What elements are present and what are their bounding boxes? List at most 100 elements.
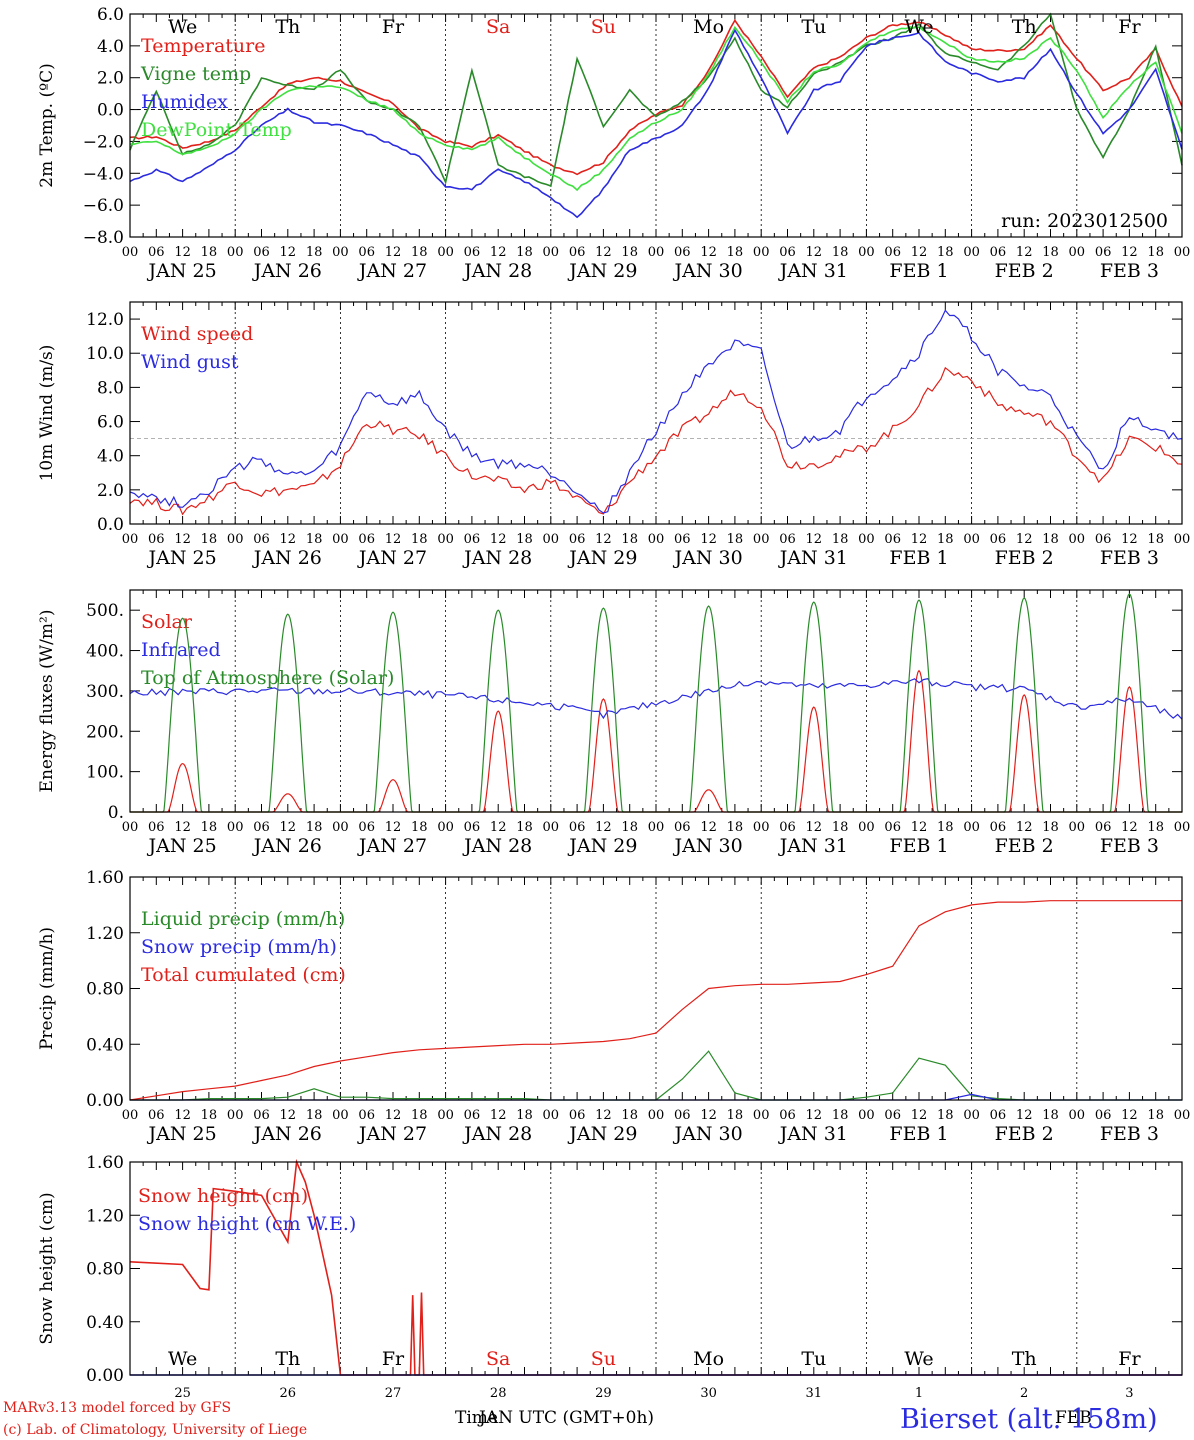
hour-tick-label: 00 xyxy=(122,532,139,547)
weekday-label: We xyxy=(168,1348,197,1370)
hour-tick-label: 00 xyxy=(332,245,349,260)
hour-tick-label: 12 xyxy=(1121,245,1138,260)
hour-tick-label: 18 xyxy=(516,820,533,835)
weekday-label: Su xyxy=(591,16,616,38)
series-line-total-cumulated-cm- xyxy=(129,900,1182,1101)
legend-entry: Wind speed xyxy=(141,323,253,345)
date-label: JAN 28 xyxy=(462,260,532,282)
y-axis-label: Energy fluxes (W/m²) xyxy=(37,610,57,793)
hour-tick-label: 06 xyxy=(1095,1108,1112,1123)
hour-tick-label: 12 xyxy=(911,820,928,835)
panel-frame xyxy=(129,589,1183,813)
weekday-label: Tu xyxy=(801,16,826,38)
y-tick-label: 300. xyxy=(86,682,124,702)
hour-tick-label: 18 xyxy=(1042,1108,1059,1123)
panel-2: 12.0 10.0 8.0 6.0 4.0 2.0 0.0 10m Wind (m/s) Win… xyxy=(37,301,1190,569)
hour-tick-label: 12 xyxy=(490,245,507,260)
hour-tick-label: 00 xyxy=(332,532,349,547)
hour-tick-label: 00 xyxy=(543,1108,560,1123)
hour-tick-label: 12 xyxy=(490,1108,507,1123)
date-label: JAN 29 xyxy=(567,835,637,857)
hour-tick-label: 12 xyxy=(490,532,507,547)
hour-tick-label: 18 xyxy=(411,1108,428,1123)
weekday-label: Fr xyxy=(1118,16,1141,38)
y-tick-label: 0.40 xyxy=(86,1035,124,1055)
y-tick-label: −2.0 xyxy=(83,132,124,152)
hour-tick-label: 06 xyxy=(253,245,270,260)
y-axis-label: 2m Temp. (ºC) xyxy=(37,63,57,188)
y-tick-label: 100. xyxy=(86,763,124,783)
day-number-label: 2 xyxy=(1020,1386,1028,1401)
panel-3: 500. 400. 300. 200. 100. 0. Energy fluxes (W/m… xyxy=(37,589,1190,857)
hour-tick-label: 12 xyxy=(385,245,402,260)
hour-tick-label: 12 xyxy=(700,532,717,547)
date-label: JAN 31 xyxy=(778,547,848,569)
station-name: Bierset (alt. 158m) xyxy=(900,1404,1158,1435)
date-label: JAN 30 xyxy=(673,547,743,569)
hour-tick-label: 18 xyxy=(306,532,323,547)
hour-tick-label: 06 xyxy=(464,820,481,835)
hour-tick-label: 06 xyxy=(779,532,796,547)
hour-tick-label: 12 xyxy=(806,532,823,547)
date-label: FEB 1 xyxy=(889,835,948,857)
weekday-label: We xyxy=(168,16,197,38)
y-tick-label: 0.00 xyxy=(86,1366,124,1386)
hour-tick-label: 12 xyxy=(595,820,612,835)
hour-tick-label: 00 xyxy=(858,245,875,260)
hour-tick-label: 06 xyxy=(884,1108,901,1123)
panel-frame xyxy=(129,876,1183,1101)
hour-tick-label: 06 xyxy=(674,532,691,547)
legend-entry: Humidex xyxy=(141,91,228,113)
hour-tick-label: 00 xyxy=(1174,1108,1191,1123)
date-label: FEB 3 xyxy=(1100,835,1159,857)
weekday-label: Sa xyxy=(486,16,510,38)
weekday-label: Sa xyxy=(486,1348,510,1370)
hour-tick-label: 06 xyxy=(148,532,165,547)
legend-entry: Infrared xyxy=(141,639,221,661)
date-label: JAN 28 xyxy=(462,547,532,569)
time-axis-label-utc: JAN UTC (GMT+0h) xyxy=(477,1408,654,1428)
hour-tick-label: 00 xyxy=(437,1108,454,1123)
hour-tick-label: 12 xyxy=(595,532,612,547)
day-number-label: 27 xyxy=(385,1386,402,1401)
hour-tick-label: 18 xyxy=(1042,532,1059,547)
weekday-label: We xyxy=(904,1348,933,1370)
y-axis-label: Snow height (cm) xyxy=(37,1192,57,1344)
date-label: FEB 1 xyxy=(889,260,948,282)
hour-tick-label: 06 xyxy=(464,245,481,260)
hour-tick-label: 06 xyxy=(358,532,375,547)
hour-tick-label: 18 xyxy=(201,1108,218,1123)
hour-tick-label: 06 xyxy=(148,245,165,260)
date-label: JAN 25 xyxy=(147,1123,217,1145)
weekday-label: Th xyxy=(275,16,300,38)
run-annotation: run: 2023012500 xyxy=(1001,210,1168,232)
hour-tick-label: 12 xyxy=(595,245,612,260)
date-label: JAN 29 xyxy=(567,547,637,569)
hour-tick-label: 18 xyxy=(516,245,533,260)
weekday-label: Th xyxy=(1012,1348,1037,1370)
hour-tick-label: 00 xyxy=(543,245,560,260)
hour-tick-label: 18 xyxy=(1147,532,1164,547)
weekday-label: Su xyxy=(591,1348,616,1370)
date-label: JAN 29 xyxy=(567,1123,637,1145)
hour-tick-label: 18 xyxy=(832,532,849,547)
hour-tick-label: 18 xyxy=(621,532,638,547)
hour-tick-label: 12 xyxy=(280,1108,297,1123)
hour-tick-label: 00 xyxy=(227,532,244,547)
hour-tick-label: 00 xyxy=(648,245,665,260)
series-line-dewpoint-temp xyxy=(130,25,1183,192)
weekday-label: Fr xyxy=(1118,1348,1141,1370)
weekday-label: Fr xyxy=(382,1348,405,1370)
date-label: FEB 2 xyxy=(995,1123,1054,1145)
time-axis-label: Time xyxy=(455,1408,498,1428)
legend-entry: DewPoint Temp xyxy=(141,119,292,141)
hour-tick-label: 00 xyxy=(648,820,665,835)
hour-tick-label: 06 xyxy=(884,820,901,835)
y-axis-label: 10m Wind (m/s) xyxy=(37,345,57,482)
legend-entry: Snow height (cm W.E.) xyxy=(138,1213,356,1235)
day-number-label: 26 xyxy=(280,1386,297,1401)
hour-tick-label: 06 xyxy=(990,820,1007,835)
hour-tick-label: 06 xyxy=(884,532,901,547)
series-line-infrared xyxy=(129,678,1183,720)
hour-tick-label: 18 xyxy=(937,245,954,260)
